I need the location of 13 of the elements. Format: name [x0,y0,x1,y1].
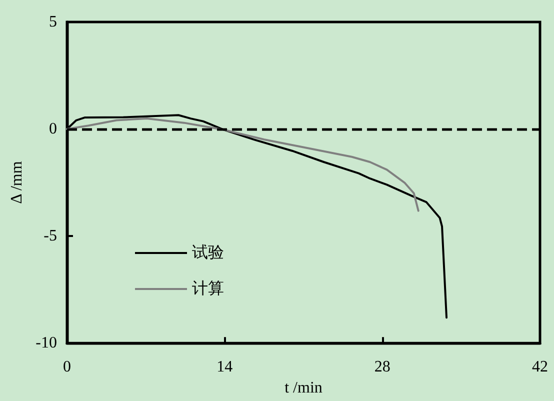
x-tick-label: 14 [216,358,233,376]
x-tick-label: 42 [532,358,548,376]
y-tick-label: 5 [49,14,57,30]
x-tick-label: 0 [63,358,71,376]
x-tick-label: 28 [374,358,390,376]
y-tick-label: -5 [44,228,57,245]
legend-label: 试验 [192,244,224,262]
x-axis-title: t /min [284,380,322,396]
line-series [66,118,420,212]
y-tick-label: 0 [49,120,57,138]
y-tick-label: -10 [36,334,57,352]
y-axis-title: Δ /mm [8,160,26,204]
legend-label: 计算 [192,280,224,298]
